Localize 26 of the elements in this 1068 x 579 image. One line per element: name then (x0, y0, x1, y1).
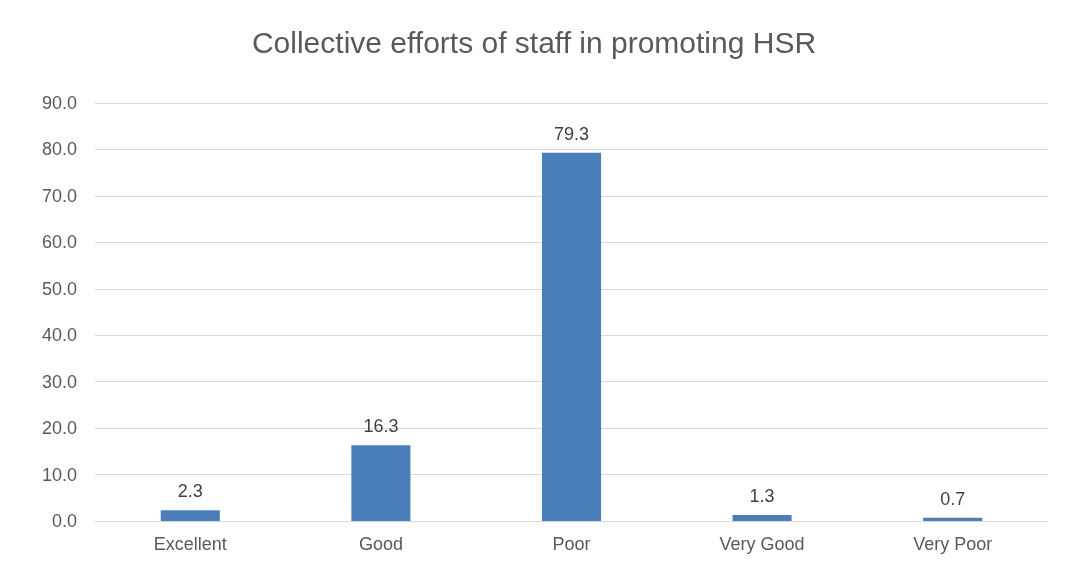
data-label: 1.3 (749, 485, 775, 506)
data-label: 0.7 (940, 488, 966, 509)
bar (160, 510, 220, 521)
y-tick-label: 60.0 (41, 232, 77, 253)
data-label: 79.3 (553, 123, 590, 144)
data-label: 2.3 (177, 481, 203, 502)
y-tick-label: 0.0 (51, 511, 77, 531)
y-tick-label: 80.0 (41, 139, 77, 160)
x-tick-label: Very Good (719, 534, 805, 554)
y-tick-label: 30.0 (41, 371, 77, 392)
x-tick-label: Poor (552, 534, 591, 554)
bar (923, 517, 983, 521)
data-label: 16.3 (363, 416, 399, 437)
y-tick-label: 70.0 (41, 185, 77, 206)
bar (732, 514, 792, 521)
x-tick-label: Good (358, 534, 403, 554)
y-tick-label: 40.0 (41, 325, 77, 346)
y-tick-label: 90.0 (41, 93, 77, 113)
y-tick-label: 20.0 (41, 418, 77, 439)
x-tick-label: Excellent (153, 534, 227, 554)
x-tick-label: Very Poor (913, 534, 993, 554)
bar (351, 445, 411, 521)
chart-title: Collective efforts of staff in promoting HSR (251, 25, 817, 59)
y-tick-label: 50.0 (41, 278, 77, 299)
y-tick-label: 10.0 (41, 464, 77, 485)
bar (541, 152, 602, 521)
